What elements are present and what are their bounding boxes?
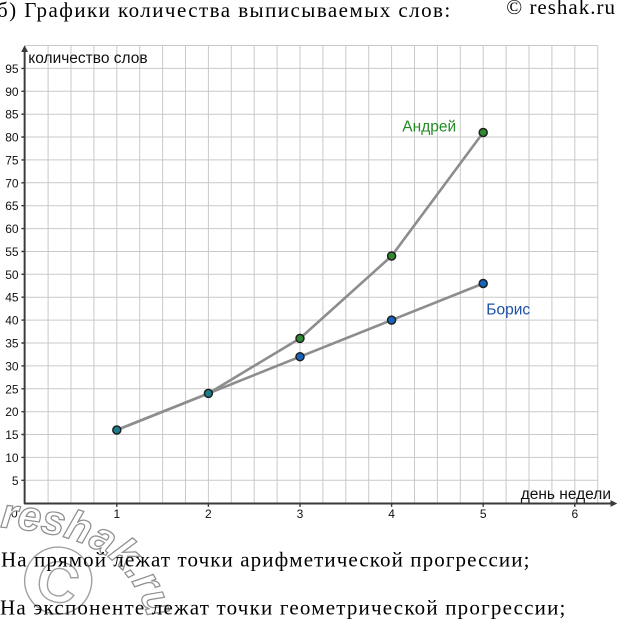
svg-text:50: 50 bbox=[5, 268, 19, 282]
svg-text:Андрей: Андрей bbox=[402, 119, 456, 136]
svg-text:70: 70 bbox=[5, 176, 19, 190]
svg-text:2: 2 bbox=[205, 507, 212, 521]
svg-text:30: 30 bbox=[5, 359, 19, 373]
svg-text:20: 20 bbox=[5, 405, 19, 419]
svg-text:90: 90 bbox=[5, 85, 19, 99]
svg-text:количество слов: количество слов bbox=[28, 50, 147, 67]
svg-text:85: 85 bbox=[5, 108, 19, 122]
svg-text:б) Графики количества выписыва: б) Графики количества выписываемых слов: bbox=[0, 0, 452, 22]
svg-text:На экспоненте лежат точки геом: На экспоненте лежат точки геометрической… bbox=[0, 596, 567, 620]
svg-text:5: 5 bbox=[12, 474, 19, 488]
svg-text:10: 10 bbox=[5, 451, 19, 465]
svg-text:6: 6 bbox=[571, 507, 578, 521]
svg-text:4: 4 bbox=[388, 507, 395, 521]
svg-text:5: 5 bbox=[480, 507, 487, 521]
svg-text:65: 65 bbox=[5, 199, 19, 213]
svg-text:75: 75 bbox=[5, 153, 19, 167]
svg-text:3: 3 bbox=[297, 507, 304, 521]
svg-text:1: 1 bbox=[113, 507, 120, 521]
svg-text:На прямой лежат точки арифмети: На прямой лежат точки арифметической про… bbox=[1, 548, 531, 572]
svg-text:© reshak.ru: © reshak.ru bbox=[506, 0, 616, 19]
svg-text:80: 80 bbox=[5, 131, 19, 145]
svg-text:60: 60 bbox=[5, 222, 19, 236]
svg-text:45: 45 bbox=[5, 291, 19, 305]
svg-text:35: 35 bbox=[5, 337, 19, 351]
svg-text:25: 25 bbox=[5, 382, 19, 396]
svg-text:40: 40 bbox=[5, 314, 19, 328]
svg-text:55: 55 bbox=[5, 245, 19, 259]
svg-text:95: 95 bbox=[5, 62, 19, 76]
svg-text:день недели: день недели bbox=[521, 486, 611, 503]
svg-text:0: 0 bbox=[11, 507, 18, 521]
svg-text:15: 15 bbox=[5, 428, 19, 442]
svg-text:Борис: Борис bbox=[486, 302, 530, 319]
